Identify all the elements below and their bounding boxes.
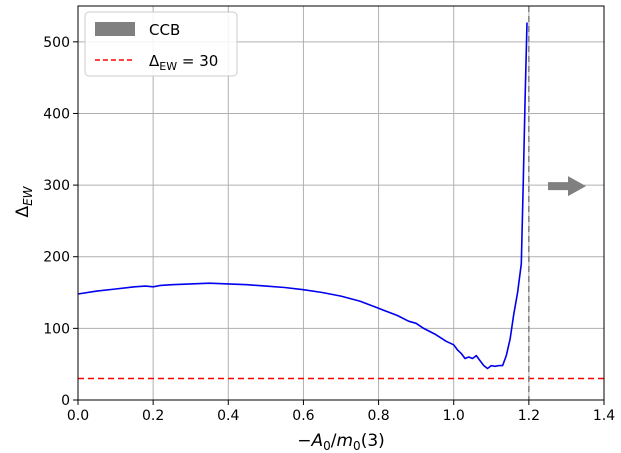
x-tick-label: 0.0 bbox=[67, 408, 89, 424]
y-tick-label: 300 bbox=[43, 178, 70, 194]
x-tick-label: 1.2 bbox=[518, 408, 540, 424]
series-line bbox=[77, 22, 528, 370]
legend-ccb-label: CCB bbox=[149, 21, 180, 39]
plot-frame bbox=[77, 5, 605, 401]
y-tick-label: 400 bbox=[43, 106, 70, 122]
ticks: 0.0 0.2 0.4 0.6 0.8 1.0 1.2 1.4 0 100 200 300 400 500 bbox=[43, 35, 615, 424]
x-tick-label: 1.0 bbox=[443, 408, 465, 424]
y-tick-label: 0 bbox=[61, 393, 70, 409]
legend: CCB ΔEW = 30 bbox=[84, 11, 238, 77]
x-axis-label: −A0/m0(3) bbox=[297, 431, 385, 453]
annotations bbox=[548, 176, 586, 197]
x-tick-label: 1.4 bbox=[593, 408, 615, 424]
legend-threshold-label: ΔEW = 30 bbox=[149, 52, 218, 73]
y-tick-label: 500 bbox=[43, 35, 70, 51]
y-tick-label: 100 bbox=[43, 321, 70, 337]
legend-ccb-swatch bbox=[95, 22, 135, 36]
y-axis-label: ΔEW bbox=[13, 185, 35, 217]
series-layer bbox=[77, 22, 528, 370]
grid bbox=[77, 6, 605, 401]
reference-lines bbox=[78, 6, 604, 400]
x-tick-label: 0.6 bbox=[292, 408, 314, 424]
y-tick-label: 200 bbox=[43, 250, 70, 266]
x-tick-label: 0.4 bbox=[217, 408, 239, 424]
x-tick-label: 0.8 bbox=[367, 408, 389, 424]
right-arrow-icon bbox=[548, 176, 586, 197]
x-tick-label: 0.2 bbox=[142, 408, 164, 424]
